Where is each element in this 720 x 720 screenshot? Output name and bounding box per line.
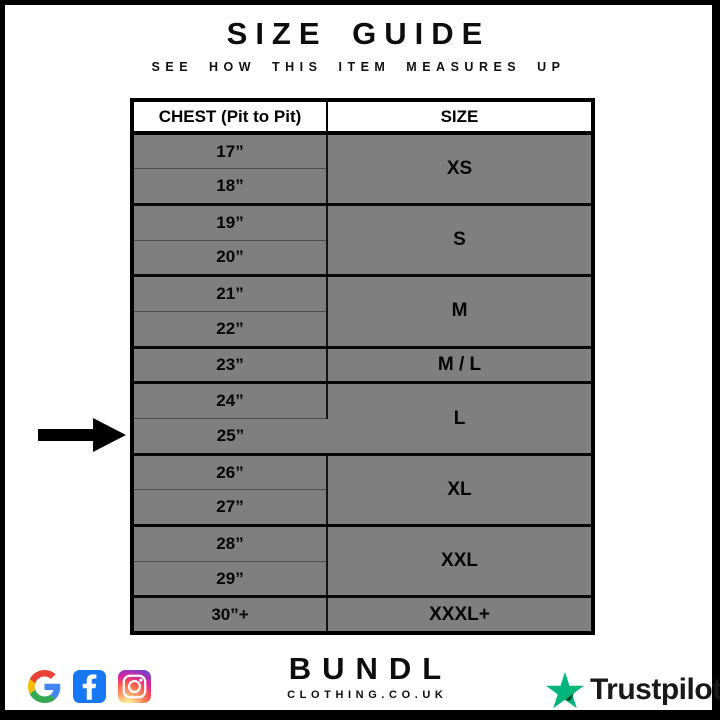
chest-cell: 21” — [132, 275, 328, 312]
table-row: 23” M / L — [132, 347, 593, 385]
table-row: 27” — [132, 489, 593, 528]
table-row: 30”+ XXXL+ — [132, 596, 593, 635]
pointer-arrow-icon — [38, 418, 128, 452]
instagram-icon[interactable] — [118, 670, 151, 703]
chest-cell: 29” — [132, 561, 328, 599]
chest-cell: 30”+ — [132, 596, 328, 635]
google-icon[interactable] — [28, 670, 61, 703]
brand-logo: BUNDL CLOTHING.CO.UK — [5, 651, 720, 701]
size-cell: M / L — [327, 347, 593, 385]
chest-cell: 26” — [132, 454, 328, 491]
size-cell: S — [327, 204, 593, 278]
size-cell: XL — [327, 454, 593, 528]
chest-cell-highlighted: 25” — [132, 418, 327, 456]
table-row: 19” S — [132, 204, 593, 278]
table-header-row: CHEST (Pit to Pit) SIZE — [132, 100, 593, 135]
chest-cell: 27” — [132, 489, 328, 528]
chest-cell: 18” — [132, 168, 328, 206]
trustpilot-logo[interactable]: Trustpilot — [545, 671, 720, 709]
table-row: 29” — [132, 561, 593, 599]
trustpilot-wordmark: Trustpilot — [590, 673, 720, 706]
social-icons-row — [28, 670, 151, 703]
chest-cell: 28” — [132, 525, 328, 562]
brand-domain: CLOTHING.CO.UK — [287, 689, 448, 701]
table-row: 22” — [132, 311, 593, 349]
table-row: 18” — [132, 168, 593, 206]
table-row: 24” L — [132, 382, 593, 456]
chest-cell: 23” — [132, 347, 328, 385]
table-row: 26” XL — [132, 454, 593, 528]
chest-cell: 19” — [132, 204, 328, 241]
chest-cell: 17” — [132, 133, 328, 170]
column-header-chest: CHEST (Pit to Pit) — [132, 100, 328, 135]
page-subtitle: SEE HOW THIS ITEM MEASURES UP — [151, 60, 566, 74]
chest-cell: 24” — [132, 382, 328, 419]
column-header-size: SIZE — [327, 100, 593, 135]
size-cell: M — [327, 275, 593, 349]
page-title: SIZE GUIDE — [226, 16, 491, 51]
chest-cell: 20” — [132, 240, 328, 278]
table-row: 17” XS — [132, 133, 593, 206]
brand-name: BUNDL — [288, 651, 453, 686]
trustpilot-star-icon — [546, 672, 584, 709]
table-row: 21” M — [132, 275, 593, 349]
size-cell: XXXL+ — [327, 596, 593, 635]
chest-cell: 22” — [132, 311, 328, 349]
size-cell: XXL — [327, 525, 593, 599]
size-guide-table: CHEST (Pit to Pit) SIZE 17” XS 18” 19” S… — [130, 98, 595, 635]
table-row: 28” XXL — [132, 525, 593, 599]
table-row-highlighted: 25” — [132, 418, 593, 456]
facebook-icon[interactable] — [73, 670, 106, 703]
size-cell: XS — [327, 133, 593, 206]
size-cell-highlighted: L — [327, 382, 593, 456]
table-row: 20” — [132, 240, 593, 278]
